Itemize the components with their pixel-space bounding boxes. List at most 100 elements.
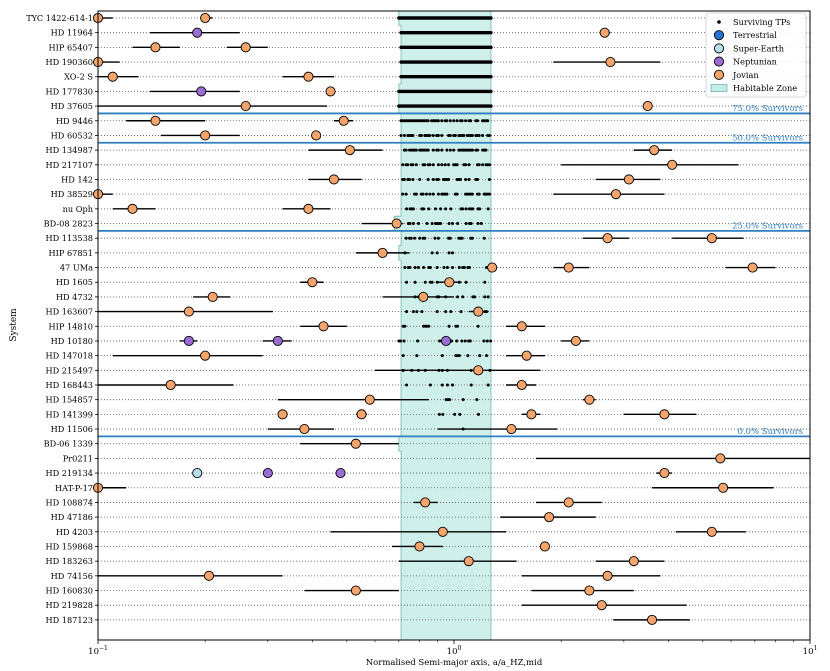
planet — [132, 42, 181, 53]
system-label: HD 4203 — [56, 527, 93, 537]
tp-dot — [404, 192, 408, 196]
planet — [521, 409, 541, 420]
jovian-planet-marker — [602, 233, 613, 244]
jovian-planet-marker — [307, 277, 318, 288]
jovian-planet-marker — [747, 262, 758, 273]
tp-dot — [461, 398, 465, 402]
tp-dot — [435, 266, 439, 270]
jovian-planet-marker — [277, 409, 288, 420]
survivor-label: 25.0% Survivors — [732, 221, 803, 231]
surviving-tps — [406, 222, 483, 226]
system-row: HD 38529 — [51, 189, 810, 200]
system-label: HD 9446 — [56, 116, 93, 126]
planet — [506, 321, 545, 332]
system-row: nu Oph — [63, 203, 810, 214]
tp-dot — [487, 163, 491, 167]
system-row: HD 183263 — [45, 556, 810, 567]
planet — [126, 115, 206, 126]
tp-dot — [445, 192, 449, 196]
tp-dot — [464, 207, 468, 211]
jovian-planet-marker — [437, 526, 448, 537]
surviving-tps — [401, 177, 491, 181]
tp-dot — [431, 177, 435, 181]
surviving-tps — [403, 266, 492, 270]
planet — [656, 468, 673, 479]
legend-superearth-marker — [713, 43, 725, 54]
tp-dot — [425, 222, 429, 226]
planet — [98, 570, 283, 581]
tp-dot — [435, 310, 439, 314]
tp-dot — [486, 207, 490, 211]
system-label: HD 11506 — [51, 424, 93, 434]
tp-dot — [430, 222, 434, 226]
system-row: HD 219828 — [45, 600, 810, 611]
tp-dot — [422, 266, 426, 270]
survivor-threshold: 25.0% Survivors — [98, 221, 810, 232]
jovian-planet-marker — [183, 306, 194, 317]
planet — [150, 27, 240, 38]
planet — [325, 86, 336, 97]
x-tick-label: 10−1 — [88, 645, 108, 657]
tp-dot — [419, 133, 423, 137]
planet — [282, 71, 334, 82]
tp-dot — [436, 133, 440, 137]
legend-label: Jovian — [732, 70, 759, 80]
tp-dot — [413, 236, 417, 240]
jovian-planet-marker — [628, 556, 639, 567]
tp-dot — [426, 177, 430, 181]
tp-dot — [436, 119, 440, 123]
legend-entry: Neptunian — [713, 56, 778, 67]
tp-dot — [464, 177, 468, 181]
system-label: HD 215497 — [45, 365, 93, 375]
jovian-planet-marker — [350, 585, 361, 596]
planet — [355, 247, 410, 258]
jovian-planet-marker — [521, 350, 532, 361]
system-row: TYC 1422-614-1 — [26, 12, 810, 24]
tp-dot — [418, 236, 422, 240]
system-row: XO-2 S — [64, 71, 810, 82]
system-row: HD 9446 — [56, 115, 810, 126]
tp-dot — [487, 177, 491, 181]
tp-dot — [448, 133, 452, 137]
legend-label: Super-Earth — [733, 43, 785, 53]
jovian-planet-marker — [605, 56, 616, 68]
system-row: 47 UMa — [60, 262, 810, 273]
planet — [200, 12, 213, 24]
tp-dot — [409, 236, 413, 240]
system-row: HIP 14810 — [48, 321, 810, 332]
tp-dot — [459, 177, 462, 181]
planet — [300, 438, 399, 449]
planet — [330, 526, 507, 537]
tp-dot — [427, 324, 431, 328]
tp-dot — [466, 354, 470, 358]
tp-dot — [481, 163, 485, 167]
planet — [553, 56, 661, 68]
legend-label: Surviving TPs — [733, 17, 790, 27]
tp-dot — [473, 295, 477, 299]
tp-dot — [464, 280, 468, 284]
system-label: HD 74156 — [51, 571, 93, 581]
tp-dot — [447, 177, 451, 181]
planet — [536, 497, 602, 508]
system-row: HD 4732 — [56, 291, 810, 302]
tp-dot — [477, 192, 481, 196]
planet — [355, 409, 368, 420]
tp-dot — [431, 133, 435, 137]
planet — [613, 614, 690, 625]
jovian-planet-marker — [596, 600, 607, 611]
jovian-planet-marker — [200, 350, 211, 361]
jovian-planet-marker — [303, 71, 314, 82]
system-label: HD 10180 — [51, 336, 93, 346]
planet — [642, 101, 653, 112]
jovian-planet-marker — [463, 556, 474, 567]
system-label: HD 4732 — [56, 292, 93, 302]
tp-dot — [476, 148, 479, 152]
surviving-tps — [444, 398, 479, 402]
jovian-planet-marker — [539, 541, 550, 552]
tp-dot — [469, 119, 473, 123]
tp-dot — [451, 383, 454, 387]
tp-dot — [451, 222, 454, 226]
system-label: HD 219828 — [45, 600, 93, 610]
tp-dot — [462, 133, 466, 137]
planet — [92, 56, 120, 68]
